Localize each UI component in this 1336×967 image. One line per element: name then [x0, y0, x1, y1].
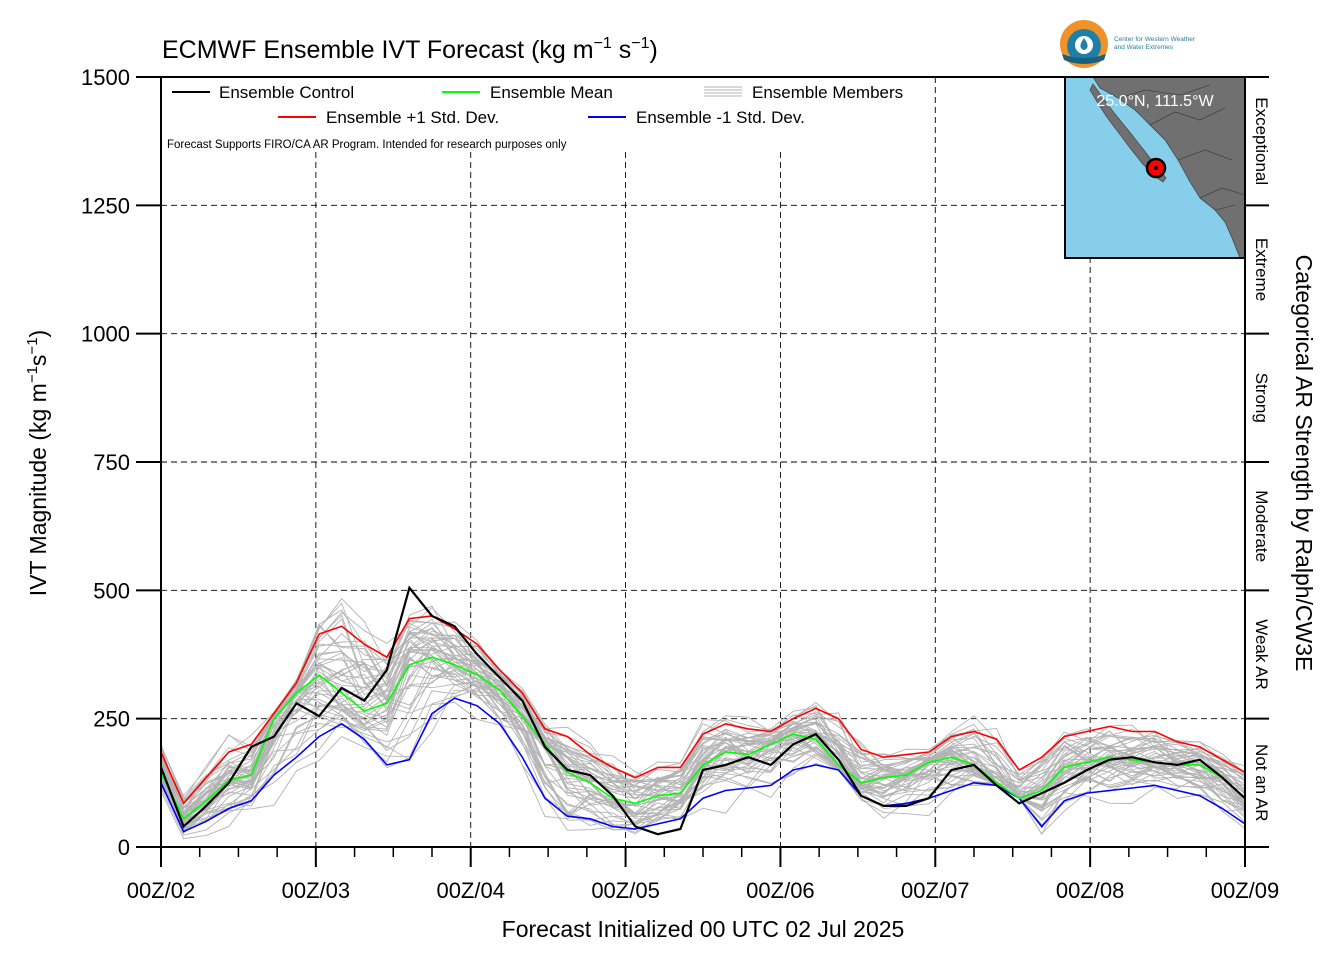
x-axis-title: Forecast Initialized 00 UTC 02 Jul 2025 [502, 916, 905, 942]
ar-category-label: Strong [1252, 373, 1271, 423]
legend-label-control: Ensemble Control [219, 83, 354, 102]
ar-category-label: Not an AR [1252, 744, 1271, 822]
series-mean [160, 656, 1246, 821]
ensemble-member-line [160, 598, 1246, 816]
ensemble-member-line [160, 671, 1246, 811]
ensemble-member-line [160, 661, 1246, 809]
ensemble-member-line [160, 665, 1246, 836]
inset-peninsula [1089, 83, 1167, 183]
inset-frame [1064, 76, 1246, 259]
legend-label-plus: Ensemble +1 Std. Dev. [326, 108, 499, 127]
x-tick-label: 00Z/02 [127, 878, 196, 903]
series-control [159, 585, 1246, 836]
y-tick-label: 1500 [81, 65, 130, 90]
x-tick-label: 00Z/05 [591, 878, 660, 903]
x-tick-label: 00Z/08 [1056, 878, 1125, 903]
x-tick-label: 00Z/07 [901, 878, 970, 903]
grid-lines [161, 77, 1245, 847]
legend-label-members: Ensemble Members [752, 83, 903, 102]
ensemble-member-line [160, 661, 1246, 823]
x-tick-label: 00Z/06 [746, 878, 815, 903]
legend: Ensemble Control Ensemble Mean Ensemble … [167, 83, 903, 151]
cw3e-logo-line2: and Water Extremes [1114, 44, 1174, 51]
x-tick-label: 00Z/09 [1211, 878, 1280, 903]
ensemble-members [160, 598, 1246, 840]
ar-category-label: Exceptional [1252, 97, 1271, 185]
x-tick-label: 00Z/03 [282, 878, 351, 903]
y-axis-title: IVT Magnitude (kg m−1s−1) [24, 330, 51, 596]
location-marker-dot [1154, 166, 1158, 170]
y-tick-label: 750 [93, 450, 130, 475]
ensemble-member-line [160, 606, 1246, 817]
ensemble-member-line [160, 661, 1246, 816]
ensemble-member-line [160, 618, 1246, 831]
cw3e-logo: Center for Western Weather and Water Ext… [1060, 20, 1196, 68]
cw3e-logo-line1: Center for Western Weather [1114, 36, 1196, 43]
inset-location-label: 25.0°N, 111.5°W [1096, 93, 1214, 110]
ar-category-label: Weak AR [1252, 619, 1271, 690]
y-tick-label: 1000 [81, 322, 130, 347]
inset-borders [1119, 84, 1246, 211]
ensemble-series [159, 585, 1246, 836]
axes: 0 250 500 750 1000 1250 1500 00Z/02 00Z/03 00Z/04… [81, 65, 1279, 903]
y-tick-label: 1250 [81, 193, 130, 218]
series-plus-1-std [160, 615, 1246, 805]
y-tick-label: 500 [93, 578, 130, 603]
ar-category-label: Extreme [1252, 238, 1271, 301]
chart-title: ECMWF Ensemble IVT Forecast (kg m−1 s−1) [162, 35, 658, 64]
legend-label-minus: Ensemble -1 Std. Dev. [636, 108, 805, 127]
ensemble-member-line [160, 656, 1246, 829]
legend-swatch-members [704, 86, 742, 97]
y-tick-label: 0 [118, 835, 130, 860]
ensemble-member-line [160, 650, 1246, 831]
right-axis-title: Categorical AR Strength by Ralph/CW3E [1291, 255, 1317, 672]
y-tick-label: 250 [93, 707, 130, 732]
legend-label-mean: Ensemble Mean [490, 83, 613, 102]
x-tick-label: 00Z/04 [436, 878, 505, 903]
location-inset-map: 25.0°N, 111.5°W [1064, 76, 1246, 259]
research-note: Forecast Supports FIRO/CA AR Program. In… [167, 139, 567, 151]
ar-category-label: Moderate [1252, 490, 1271, 562]
series-minus-1-std [160, 697, 1246, 833]
ensemble-member-line [160, 619, 1246, 816]
